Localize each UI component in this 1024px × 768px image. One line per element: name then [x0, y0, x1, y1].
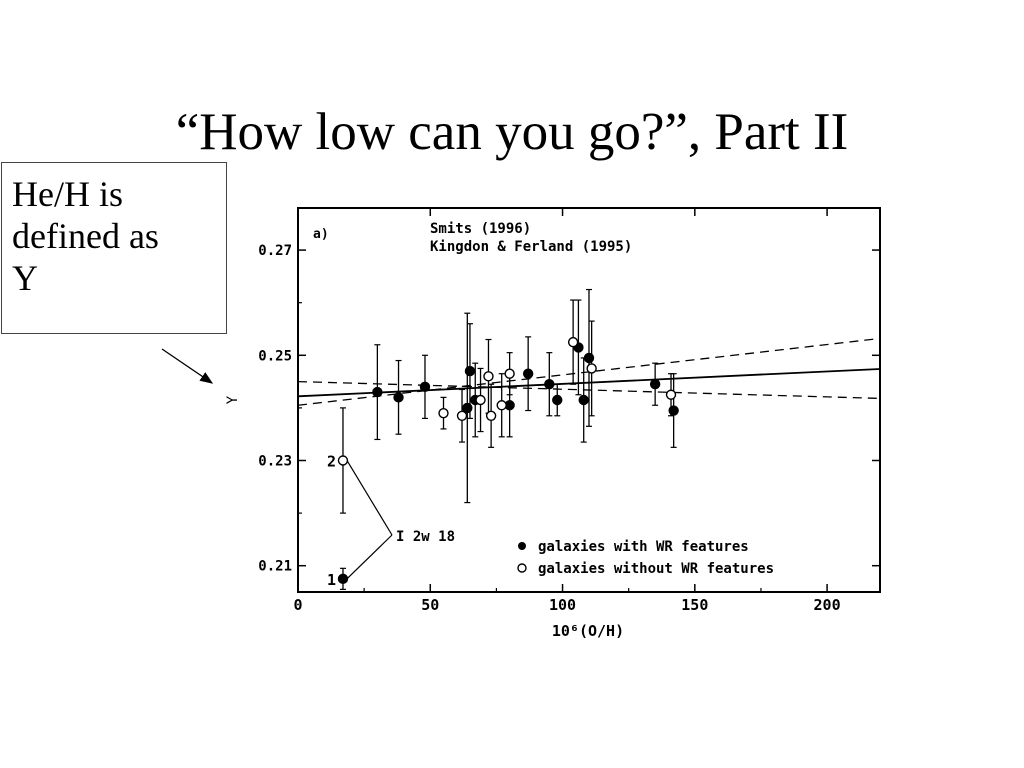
x-tick-label-50: 50: [421, 596, 439, 614]
special-point-label-1: 2: [327, 452, 336, 470]
callout-line-3: Y: [12, 258, 38, 298]
special-point-2: [337, 573, 349, 585]
legend: galaxies with WR features galaxies witho…: [517, 539, 774, 577]
callout-box: He/H is defined as Y: [1, 162, 227, 334]
x-tick-label-150: 150: [681, 596, 708, 614]
data-point-s2-8: [567, 336, 579, 348]
data-point-s2-4: [483, 371, 494, 382]
y-axis-label: Y: [225, 395, 241, 404]
panel-label: a): [313, 227, 329, 242]
data-point-s1-3: [419, 381, 431, 393]
data-point-s1-12: [578, 394, 589, 406]
slide-title: “How low can you go?”, Part II: [175, 103, 849, 161]
legend-label-without-wr: galaxies without WR features: [538, 561, 774, 577]
special-connector-1: [346, 460, 393, 536]
data-point-s2-2: [456, 410, 468, 421]
reference-smits: Smits (1996): [430, 221, 531, 237]
data-point-s1-14: [649, 379, 661, 390]
y-tick-label-1: 0.23: [258, 453, 292, 469]
special-point-label-2: 1: [327, 571, 336, 589]
x-tick-label-200: 200: [814, 596, 841, 614]
legend-symbol-filled: [518, 542, 526, 550]
reference-kingdon: Kingdon & Ferland (1995): [430, 239, 632, 255]
special-point-1: [337, 455, 349, 466]
y-tick-label-3: 0.27: [258, 243, 292, 259]
data-point-s1-2: [393, 392, 404, 403]
data-point-s2-3: [475, 394, 486, 406]
data-point-s1-9: [544, 379, 555, 390]
data-point-s2-7: [504, 368, 515, 379]
data-point-s1-8: [522, 368, 534, 379]
legend-label-with-wr: galaxies with WR features: [538, 539, 749, 555]
data-point-s1-5: [464, 365, 476, 377]
legend-symbol-open: [517, 563, 527, 573]
data-point-s2-9: [586, 363, 597, 374]
special-connector-2: [346, 534, 393, 580]
callout-line-1: He/H is: [12, 174, 123, 214]
callout-line-2: defined as: [12, 216, 159, 256]
plot-frame: [297, 207, 881, 593]
y-tick-label-0: 0.21: [258, 559, 292, 575]
data-point-s1-1: [372, 386, 383, 398]
x-tick-label-0: 0: [293, 596, 302, 614]
data-points: 21: [327, 288, 679, 590]
data-point-s2-5: [485, 410, 497, 421]
data-point-s2-10: [665, 389, 677, 400]
special-annotation: I 2w 18: [396, 529, 455, 545]
y-tick-label-2: 0.25: [258, 348, 292, 364]
data-point-s2-1: [438, 407, 449, 419]
callout-arrow: [161, 348, 214, 384]
axis-ticks: 0 50 100 150 200 0.21 0.23 0.25 0.27: [258, 208, 880, 614]
x-tick-label-100: 100: [549, 596, 576, 614]
data-point-s2-6: [496, 400, 507, 411]
x-axis-label: 10⁶(O/H): [552, 622, 624, 640]
data-point-s1-10: [552, 394, 563, 406]
